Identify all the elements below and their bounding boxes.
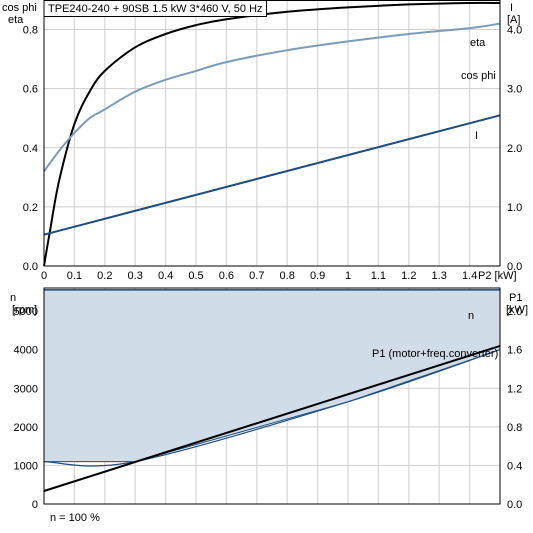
top-left-tick-label: 0.2 <box>23 202 38 214</box>
header-box <box>43 0 268 17</box>
top-left-tick-label: 0.4 <box>23 143 38 155</box>
cos-phi-label: cos phi <box>461 70 496 82</box>
x-axis-title: P2 [kW] <box>478 270 517 282</box>
current-label: I <box>475 130 478 142</box>
x-tick-label: 1 <box>345 270 351 282</box>
top-right-tick-label: 1.0 <box>507 202 522 214</box>
top-left-tick-label: 0.0 <box>23 261 38 273</box>
eta-curve <box>43 1 501 267</box>
x-tick-label: 0.1 <box>67 270 82 282</box>
top-left-axis-title-2: eta <box>8 14 24 26</box>
speed-lower-line <box>43 349 501 467</box>
bottom-chart-frame <box>43 287 501 505</box>
x-tick-label: 0.7 <box>249 270 264 282</box>
top-left-tick-label: 0.8 <box>23 25 38 37</box>
bottom-chart-series <box>43 289 501 492</box>
eta-label: eta <box>470 37 486 49</box>
x-tick-label: 1.3 <box>432 270 447 282</box>
top-right-axis-title-1: I <box>510 2 513 14</box>
x-tick-label: 1.2 <box>401 270 416 282</box>
x-tick-label: 0.6 <box>219 270 234 282</box>
bottom-left-tick-label: 3000 <box>14 383 38 395</box>
x-tick-label: 0.8 <box>280 270 295 282</box>
speed-label: n <box>468 310 474 322</box>
x-tick-label: 0.9 <box>310 270 325 282</box>
top-right-tick-label: 3.0 <box>507 84 522 96</box>
x-tick-label: 0.3 <box>128 270 143 282</box>
top-left-axis-title-1: cos phi <box>2 2 37 14</box>
x-tick-label: 0.4 <box>158 270 173 282</box>
bottom-right-tick-label: 2.0 <box>507 306 522 318</box>
top-right-tick-label: 0.0 <box>507 261 522 273</box>
top-chart-series <box>43 1 501 267</box>
x-tick-label: 0.2 <box>97 270 112 282</box>
x-tick-label: 1.1 <box>371 270 386 282</box>
power-curve <box>43 344 501 492</box>
top-right-axis-title-2: [A] <box>507 14 520 26</box>
cos-phi-curve <box>43 22 501 172</box>
bottom-left-tick-label: 1000 <box>14 460 38 472</box>
speed-range-area <box>43 289 501 463</box>
bottom-right-tick-label: 1.2 <box>507 383 522 395</box>
bottom-left-axis-title-1: n <box>10 292 16 304</box>
power-label: P1 (motor+freq.converter) <box>372 348 498 360</box>
x-tick-label: 1.4 <box>462 270 477 282</box>
bottom-right-tick-label: 0.0 <box>507 499 522 511</box>
bottom-left-tick-label: 4000 <box>14 345 38 357</box>
top-left-tick-label: 0.6 <box>23 84 38 96</box>
tick-labels: 0 0.1 0.2 0.3 0.4 0.5 0.6 0.7 0.8 0.9 1 1.1 1.2 1.3 1.… <box>14 25 523 511</box>
bottom-right-axis-title-1: P1 <box>509 292 522 304</box>
bottom-right-tick-label: 0.4 <box>507 460 522 472</box>
chart-header: TPE240-240 + 90SB 1.5 kW 3*460 V, 50 Hz <box>48 3 263 15</box>
top-chart-frame <box>43 0 501 267</box>
speed-note: n = 100 % <box>50 512 100 524</box>
bottom-left-tick-label: 2000 <box>14 422 38 434</box>
top-chart-grid <box>43 0 500 267</box>
current-curve <box>43 114 501 236</box>
bottom-left-tick-label: 0 <box>32 499 38 511</box>
bottom-right-tick-label: 0.8 <box>507 422 522 434</box>
top-right-tick-label: 2.0 <box>507 143 522 155</box>
x-tick-label: 0.5 <box>188 270 203 282</box>
bottom-left-axis-title-2: [rpm] <box>12 304 37 316</box>
x-tick-label: 0 <box>41 270 47 282</box>
bottom-right-axis-title-2: [kW] <box>506 304 528 316</box>
bottom-left-tick-label: 5000 <box>14 306 38 318</box>
top-right-tick-label: 4.0 <box>507 25 522 37</box>
bottom-right-tick-label: 1.6 <box>507 345 522 357</box>
